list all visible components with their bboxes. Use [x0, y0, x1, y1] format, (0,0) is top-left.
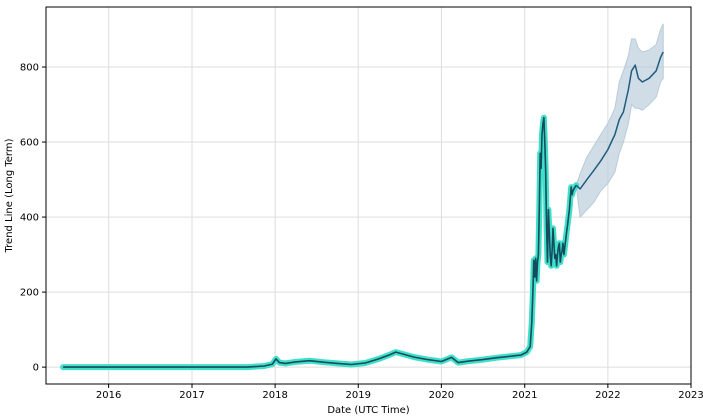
tick-layer: 2016 2017 2018 2019 2020 2021 2022 2023 0 200 400 6… [20, 63, 703, 401]
x-tick-label: 2017 [179, 390, 204, 401]
y-tick-label: 200 [20, 288, 39, 299]
x-tick-label: 2019 [346, 390, 371, 401]
y-tick-label: 0 [33, 363, 39, 374]
x-axis-label: Date (UTC Time) [327, 405, 409, 416]
x-tick-label: 2021 [512, 390, 537, 401]
forecast-trend-line [575, 51, 664, 190]
x-tick-label: 2022 [595, 390, 620, 401]
historical-trend-line [63, 116, 577, 368]
x-tick-label: 2016 [96, 390, 121, 401]
line-layer [60, 51, 664, 371]
historical-band [60, 114, 580, 371]
y-tick-label: 800 [20, 63, 39, 74]
x-tick-label: 2023 [678, 390, 703, 401]
grid-layer [46, 7, 692, 384]
x-tick-label: 2018 [262, 390, 287, 401]
y-axis-label: Trend Line (Long Term) [4, 138, 15, 253]
x-tick-label: 2020 [429, 390, 454, 401]
plot-frame [45, 6, 692, 385]
y-tick-label: 600 [20, 138, 39, 149]
y-tick-label: 400 [20, 213, 39, 224]
